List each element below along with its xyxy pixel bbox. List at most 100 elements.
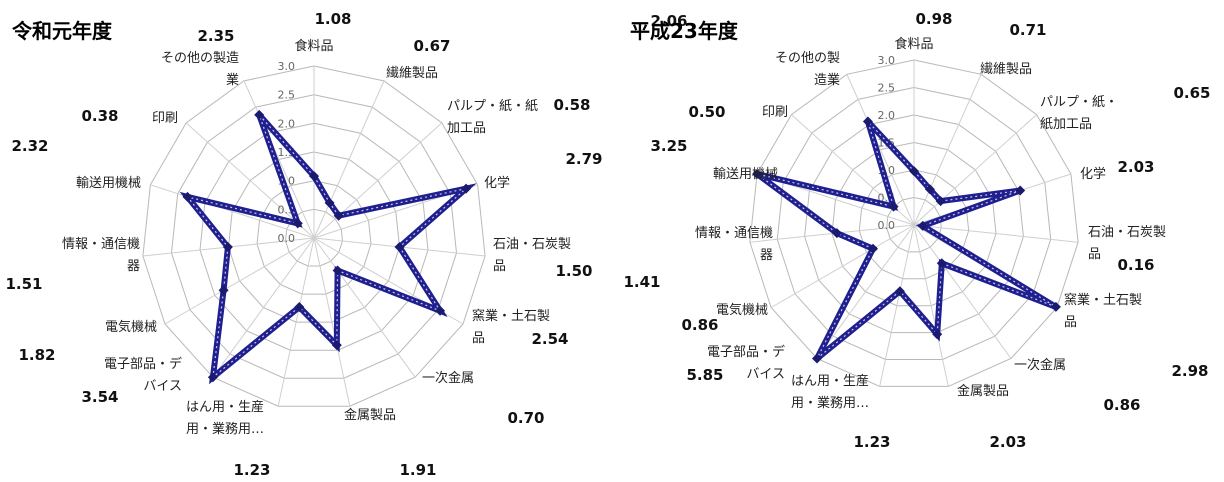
category-label: 情報・通信機器: [62, 237, 140, 274]
data-point-marker: [218, 285, 229, 296]
value-label: 0.65: [1173, 84, 1210, 102]
category-label-line: 業: [226, 72, 239, 88]
data-point-marker: [331, 340, 342, 351]
data-point-marker: [909, 166, 919, 177]
category-label-line: 品: [472, 331, 485, 346]
grid-spoke: [212, 237, 315, 378]
tick-label: 2.5: [278, 89, 296, 102]
grid-ring: [749, 59, 1079, 387]
grid-ring: [776, 86, 1052, 360]
grid-spoke: [816, 224, 915, 359]
grid-spoke: [313, 122, 443, 239]
category-label-line: その他の製造: [161, 51, 239, 66]
category-label-line: 石油・石炭製: [1088, 225, 1166, 240]
value-label: 0.16: [1117, 256, 1154, 274]
category-label: 繊維製品: [980, 61, 1032, 77]
grid-spoke: [243, 80, 315, 239]
radar-chart-2: 0.00.51.01.52.02.53.0食料品繊維製品パルプ・紙・紙加工品化学…: [623, 10, 1210, 451]
data-point-marker: [1015, 185, 1026, 196]
value-label: 1.23: [233, 461, 270, 479]
grid-spoke: [913, 114, 1037, 226]
tick-label: 0.0: [878, 219, 896, 232]
value-label: 0.71: [1009, 21, 1046, 39]
category-label-line: 繊維製品: [386, 65, 438, 81]
category-label: パルプ・紙・紙加工品: [447, 99, 538, 136]
value-label: 1.51: [5, 275, 42, 293]
category-label-line: 情報・通信機: [695, 226, 773, 241]
data-point-marker: [936, 258, 947, 269]
value-label: 2.03: [1117, 158, 1154, 176]
grid-ring: [170, 94, 458, 379]
value-label: 0.50: [688, 103, 725, 121]
value-label: 2.06: [650, 12, 687, 30]
value-label: 1.50: [555, 262, 592, 280]
category-label: 石油・石炭製品: [493, 237, 571, 274]
value-label: 0.98: [915, 10, 952, 28]
category-label: 電気機械: [105, 319, 157, 335]
data-point-marker: [294, 302, 305, 312]
category-label-line: 品: [1088, 247, 1101, 262]
grid-spoke: [913, 224, 1079, 243]
data-point-marker: [333, 210, 344, 221]
category-label-line: 加工品: [447, 121, 486, 136]
data-point-marker: [932, 329, 943, 340]
category-label-line: 石油・石炭製: [493, 237, 571, 252]
grid-ring: [199, 122, 429, 351]
category-label-line: 器: [127, 259, 140, 274]
category-label-line: 品: [1064, 315, 1077, 330]
category-label-line: 印刷: [762, 105, 788, 120]
value-label: 0.67: [413, 37, 450, 55]
value-label: 2.03: [989, 433, 1026, 451]
value-label: 0.38: [81, 107, 118, 125]
data-point-marker: [254, 109, 265, 120]
data-point-marker: [868, 243, 878, 254]
category-label-line: 金属製品: [957, 383, 1009, 399]
value-label: 2.98: [1171, 362, 1208, 380]
grid-spoke: [185, 122, 315, 239]
category-label-line: 造業: [814, 72, 840, 88]
category-label-line: パルプ・紙・紙: [447, 99, 538, 114]
category-label: 電気機械: [716, 302, 768, 318]
category-label-line: 電子部品・デ: [104, 356, 182, 372]
grid-spoke: [749, 224, 915, 243]
tick-label: 2.5: [878, 82, 896, 95]
data-point-marker: [207, 372, 218, 383]
category-label-line: 輸送用機械: [76, 176, 141, 191]
grid-spoke: [277, 237, 315, 407]
value-label: 2.35: [197, 27, 234, 45]
grid-spoke: [150, 184, 315, 239]
radar-chart-1: 0.00.51.01.52.02.53.0食料品繊維製品パルプ・紙・紙加工品化学…: [5, 10, 602, 479]
category-label: 電子部品・デバイス: [104, 356, 182, 394]
category-label-line: 電気機械: [716, 302, 768, 318]
category-label-line: バイス: [143, 379, 182, 394]
data-point-marker: [917, 220, 928, 231]
chart-title: 平成23年度: [630, 19, 739, 43]
tick-label: 2.0: [878, 109, 896, 122]
category-label: その他の製造業: [775, 51, 840, 88]
data-point-marker: [292, 218, 303, 229]
data-point-marker: [935, 196, 946, 207]
category-label: 一次金属: [422, 370, 474, 386]
category-label-line: 器: [760, 248, 773, 263]
value-label: 1.08: [314, 10, 351, 28]
grid-spoke: [913, 224, 949, 387]
grid-spoke: [164, 237, 315, 325]
data-point-marker: [812, 353, 822, 364]
data-point-marker: [831, 228, 842, 239]
value-label: 2.54: [531, 330, 568, 348]
value-label: 1.41: [623, 273, 660, 291]
grid-spoke: [313, 80, 385, 239]
value-label: 0.70: [507, 409, 544, 427]
grid-spoke: [913, 74, 982, 226]
value-label: 3.54: [81, 388, 118, 406]
category-label-line: 用・業務用…: [791, 395, 869, 411]
grid-spoke: [313, 237, 416, 378]
data-point-marker: [222, 242, 233, 252]
value-label: 0.86: [681, 316, 718, 334]
category-label-line: その他の製: [775, 51, 840, 66]
category-label-line: 金属製品: [344, 407, 396, 423]
data-point-marker: [435, 305, 446, 316]
category-label: はん用・生産用・業務用…: [186, 399, 264, 437]
data-point-marker: [888, 201, 899, 212]
category-label-line: パルプ・紙・: [1040, 95, 1118, 110]
